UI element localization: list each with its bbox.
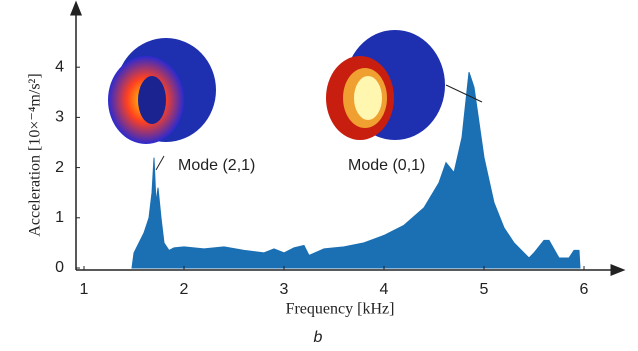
leader-line — [156, 156, 164, 170]
inset-mode-21 — [108, 38, 216, 170]
y-tick-label: 4 — [55, 58, 64, 75]
x-tick-label: 2 — [180, 281, 189, 298]
x-tick-label: 5 — [480, 281, 489, 298]
x-tick-label: 6 — [580, 281, 589, 298]
y-tick-label: 1 — [55, 209, 64, 226]
leader-line — [446, 85, 482, 102]
annotation: Mode (2,1) — [178, 157, 255, 174]
x-tick-label: 1 — [80, 281, 89, 298]
y-axis-label: Acceleration [10×⁻⁴m/s²] — [27, 73, 44, 236]
chart: Mode (2,1) Mode (0,1) Frequency [kHz] Ac… — [0, 0, 638, 351]
x-tick-label: 4 — [380, 281, 389, 298]
x-tick-label: 3 — [280, 281, 289, 298]
x-axis-label: Frequency [kHz] — [286, 301, 395, 318]
annotation: Mode (0,1) — [348, 157, 425, 174]
y-tick-label: 0 — [55, 259, 64, 276]
y-tick-label: 3 — [55, 109, 64, 126]
inset-mode-01 — [326, 30, 482, 140]
subtitle: b — [314, 329, 323, 346]
y-tick-label: 2 — [55, 159, 64, 176]
